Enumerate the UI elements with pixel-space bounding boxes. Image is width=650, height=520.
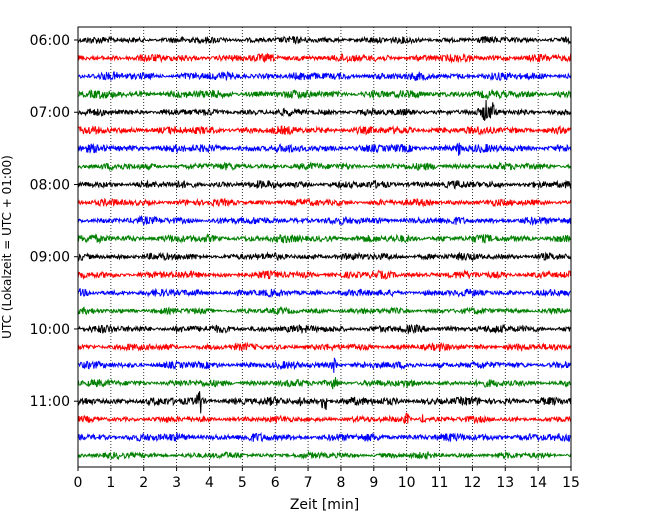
- seismogram-trace: [77, 89, 572, 101]
- x-tick-label: 5: [238, 475, 247, 491]
- x-tick-label: 8: [336, 475, 345, 491]
- x-axis-ticks: 0 1 2 3 4 5 6 7 8 9 10 11 12 13 14 15: [74, 467, 580, 491]
- seismogram-trace: [77, 341, 572, 353]
- grid-lines: [110, 27, 539, 467]
- seismogram-trace: [77, 35, 572, 45]
- x-tick-label: 6: [271, 475, 280, 491]
- plot-frame: [77, 26, 572, 468]
- seismogram-trace: [77, 377, 572, 390]
- seismogram-trace: [77, 269, 572, 281]
- seismogram-trace: [77, 197, 572, 208]
- plot-area: [78, 27, 571, 467]
- seismogram-trace: [77, 179, 572, 190]
- y-tick-label: 11:00: [30, 394, 70, 410]
- x-tick-label: 13: [496, 475, 514, 491]
- seismogram-trace: [77, 323, 572, 335]
- x-tick-label: 11: [431, 475, 449, 491]
- x-tick-label: 12: [463, 475, 481, 491]
- seismogram-trace: [77, 71, 572, 82]
- y-axis-label: UTC (Lokalzeit = UTC + 01:00): [0, 155, 14, 339]
- x-tick-label: 0: [74, 475, 83, 491]
- y-tick-label: 07:00: [30, 105, 70, 121]
- x-tick-label: 10: [398, 475, 416, 491]
- y-tick-label: 08:00: [30, 177, 70, 193]
- x-tick-label: 3: [172, 475, 181, 491]
- traces: [77, 35, 572, 461]
- seismogram-trace: [77, 412, 572, 425]
- seismogram-trace: [77, 142, 572, 156]
- y-tick-label: 09:00: [30, 250, 70, 266]
- x-tick-label: 1: [106, 475, 115, 491]
- seismogram-trace: [78, 357, 572, 373]
- seismogram-trace: [77, 391, 572, 414]
- y-tick-label: 06:00: [30, 33, 70, 49]
- seismogram-trace: [77, 161, 572, 172]
- x-tick-label: 4: [205, 475, 214, 491]
- y-tick-label: 10:00: [30, 322, 70, 338]
- x-tick-label: 2: [139, 475, 148, 491]
- x-tick-label: 15: [562, 475, 580, 491]
- seismogram-trace: [77, 450, 572, 461]
- seismogram-trace: [77, 306, 572, 316]
- seismogram-trace: [77, 287, 571, 298]
- seismogram-trace: [77, 251, 572, 263]
- x-tick-label: 7: [304, 475, 313, 491]
- seismogram-trace: [77, 99, 572, 121]
- x-tick-label: 9: [369, 475, 378, 491]
- seismogram-trace: [77, 431, 572, 443]
- x-axis-label: Zeit [min]: [290, 497, 359, 513]
- seismogram-trace: [77, 232, 572, 245]
- y-axis-ticks: 06:00 07:00 08:00 09:00 10:00 11:00: [30, 33, 78, 410]
- seismogram-trace: [77, 124, 572, 136]
- seismogram-trace: [77, 214, 572, 227]
- x-tick-label: 14: [529, 475, 547, 491]
- seismogram-trace: [78, 52, 572, 64]
